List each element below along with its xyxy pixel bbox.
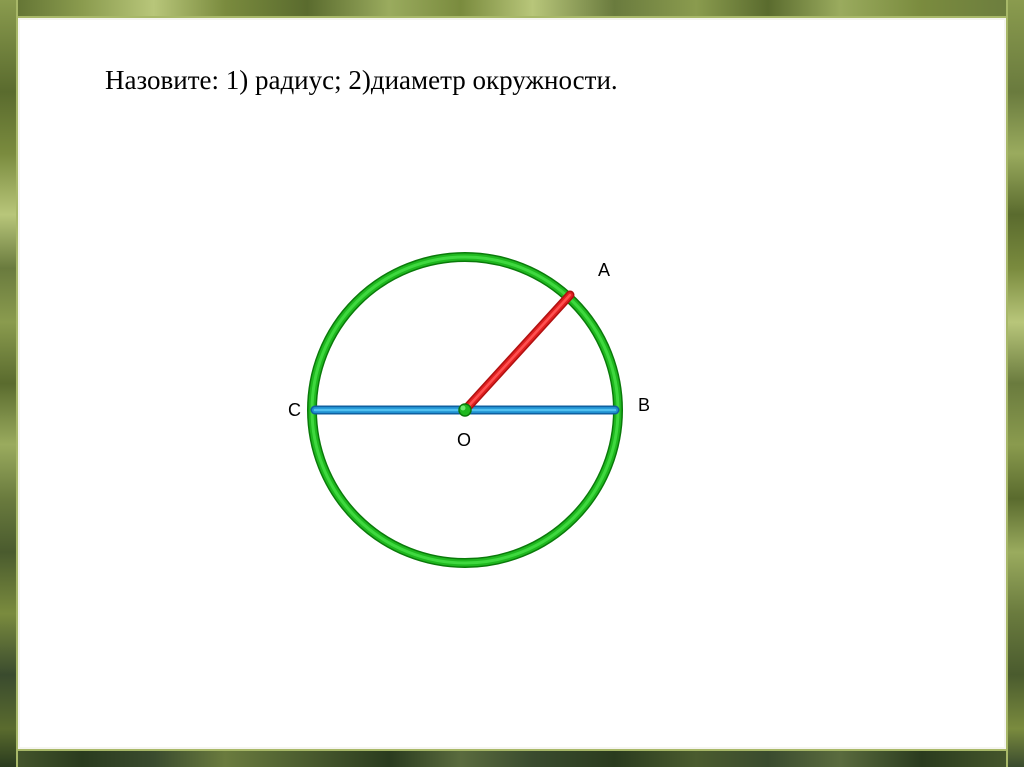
center-point xyxy=(459,404,471,416)
label-o: O xyxy=(457,430,471,451)
border-bottom xyxy=(0,749,1024,767)
center-point-highlight xyxy=(461,406,466,411)
border-left xyxy=(0,0,18,767)
label-c: C xyxy=(288,400,301,421)
circle-diagram: A B C O xyxy=(290,215,690,615)
question-title: Назовите: 1) радиус; 2)диаметр окружност… xyxy=(105,65,618,96)
diagram-svg xyxy=(290,215,690,615)
label-a: A xyxy=(598,260,610,281)
border-right xyxy=(1006,0,1024,767)
content-area: Назовите: 1) радиус; 2)диаметр окружност… xyxy=(20,20,1004,747)
label-b: B xyxy=(638,395,650,416)
radius-line-highlight xyxy=(465,295,570,410)
border-top xyxy=(0,0,1024,18)
